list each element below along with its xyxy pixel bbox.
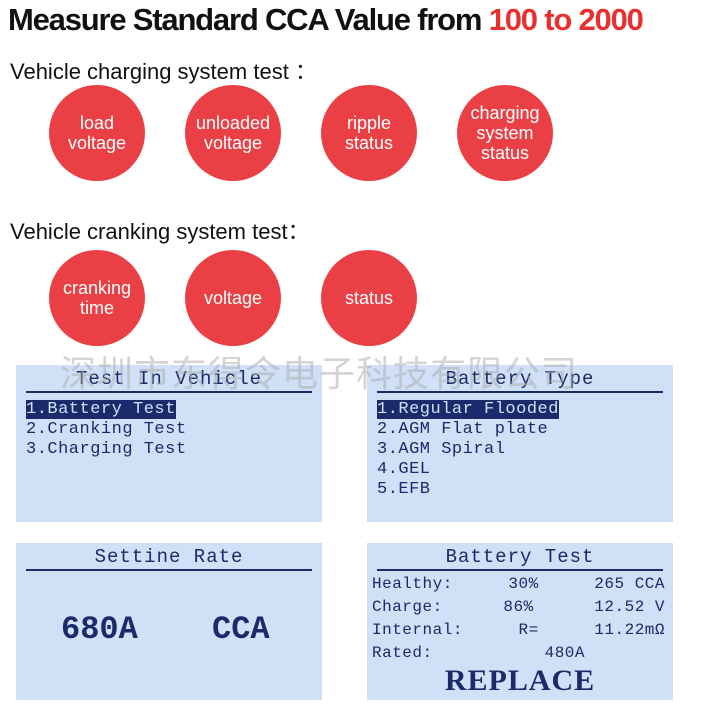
- screen-title: Settine Rate: [26, 546, 312, 571]
- feature-circle: ripple status: [321, 85, 417, 181]
- menu-item: 2.Cranking Test: [26, 420, 187, 440]
- result-cell: 480A: [544, 644, 585, 662]
- feature-circle: charging system status: [457, 85, 553, 181]
- title-highlight: 100 to 2000: [488, 2, 644, 37]
- result-cell: 11.22mΩ: [594, 621, 665, 639]
- result-cell: Healthy:: [372, 575, 453, 593]
- result-row: Rated: 480A: [372, 644, 665, 662]
- menu-item: 5.EFB: [377, 480, 431, 500]
- title: Measure Standard CCA Value from 100 to 2…: [8, 2, 644, 38]
- result-row: Internal: R= 11.22mΩ: [372, 621, 665, 639]
- menu-item: 3.Charging Test: [26, 440, 187, 460]
- result-cell: Rated:: [372, 644, 433, 662]
- menu-item: 1.Regular Flooded: [377, 400, 559, 420]
- screen-title: Battery Test: [377, 546, 663, 571]
- result-cell: 86%: [503, 598, 534, 616]
- result-cell: 12.52 V: [594, 598, 665, 616]
- menu-item: 2.AGM Flat plate: [377, 420, 548, 440]
- screen-title: Battery Type: [377, 368, 663, 393]
- menu-item-text: 4.GEL: [377, 460, 431, 479]
- rate-value: 680A: [61, 611, 138, 648]
- result-cell: 265 CCA: [594, 575, 665, 593]
- result-row: Charge: 86% 12.52 V: [372, 598, 665, 616]
- section-heading: Vehicle cranking system test：: [10, 219, 310, 244]
- result-cell: R=: [518, 621, 539, 639]
- menu-item-text: 2.Cranking Test: [26, 420, 187, 439]
- feature-circle: voltage: [185, 250, 281, 346]
- lcd-screen: Battery Test Healthy: 30% 265 CCA Charge: 86%…: [367, 543, 673, 700]
- result-status: REPLACE: [444, 664, 596, 697]
- feature-circle: load voltage: [49, 85, 145, 181]
- menu-item: 1.Battery Test: [26, 400, 176, 420]
- title-text: Measure Standard CCA Value from: [8, 2, 489, 37]
- lcd-screen: Battery Type 1.Regular Flooded 2.AGM Flat …: [367, 365, 673, 522]
- rate-unit: CCA: [212, 611, 270, 648]
- result-cell: Charge:: [372, 598, 443, 616]
- menu-item-text: 1.Battery Test: [26, 400, 176, 419]
- feature-circle: cranking time: [49, 250, 145, 346]
- lcd-screen: Settine Rate 680A CCA: [16, 543, 322, 700]
- menu-item-text: 3.AGM Spiral: [377, 440, 506, 459]
- menu-item-text: 3.Charging Test: [26, 440, 187, 459]
- result-row: Healthy: 30% 265 CCA: [372, 575, 665, 593]
- menu-item: 4.GEL: [377, 460, 431, 480]
- watermark: 深圳市东得令电子科技有限公司: [60, 353, 579, 394]
- result-cell: Internal:: [372, 621, 463, 639]
- menu-item-text: 2.AGM Flat plate: [377, 420, 549, 439]
- menu-item-text: 5.EFB: [377, 480, 431, 499]
- section-heading: Vehicle charging system test ：: [10, 59, 317, 84]
- menu-item-text: 1.Regular Flooded: [377, 400, 559, 419]
- menu-item: 3.AGM Spiral: [377, 440, 505, 460]
- screen-title: Test In Vehicle: [26, 368, 312, 393]
- feature-circle: status: [321, 250, 417, 346]
- lcd-screen: Test In Vehicle 1.Battery Test 2.Cranking …: [16, 365, 322, 522]
- feature-circle: unloaded voltage: [185, 85, 281, 181]
- result-cell: 30%: [508, 575, 539, 593]
